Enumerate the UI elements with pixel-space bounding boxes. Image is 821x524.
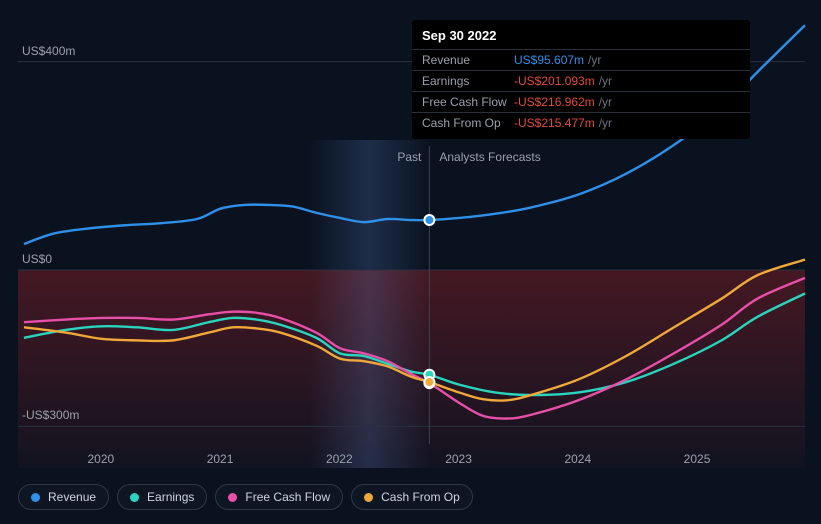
- legend-item-cfo[interactable]: Cash From Op: [351, 484, 473, 510]
- tooltip-row: Cash From Op-US$215.477m/yr: [412, 112, 750, 133]
- legend-item-earnings[interactable]: Earnings: [117, 484, 207, 510]
- tooltip-row-value: -US$215.477m: [514, 116, 595, 130]
- legend-item-fcf[interactable]: Free Cash Flow: [215, 484, 343, 510]
- legend-swatch: [130, 493, 139, 502]
- tooltip-row: Free Cash Flow-US$216.962m/yr: [412, 91, 750, 112]
- y-axis-label: US$0: [22, 252, 52, 266]
- x-axis-label: 2024: [564, 452, 591, 466]
- tooltip-row-unit: /yr: [599, 95, 612, 109]
- y-axis-label: US$400m: [22, 44, 75, 58]
- legend-swatch: [364, 493, 373, 502]
- past-section-label: Past: [397, 150, 421, 164]
- tooltip-row-value: -US$216.962m: [514, 95, 595, 109]
- tooltip-row-unit: /yr: [599, 74, 612, 88]
- financials-chart: { "layout": { "width": 821, "height": 52…: [0, 0, 821, 524]
- hover-tooltip: Sep 30 2022 RevenueUS$95.607m/yrEarnings…: [412, 20, 750, 139]
- x-axis-label: 2023: [445, 452, 472, 466]
- legend: Revenue Earnings Free Cash Flow Cash From O…: [18, 484, 473, 510]
- x-axis-label: 2022: [326, 452, 353, 466]
- tooltip-row-label: Free Cash Flow: [422, 95, 514, 109]
- tooltip-row-unit: /yr: [599, 116, 612, 130]
- tooltip-row-value: -US$201.093m: [514, 74, 595, 88]
- tooltip-row: RevenueUS$95.607m/yr: [412, 49, 750, 70]
- tooltip-date: Sep 30 2022: [412, 26, 750, 49]
- legend-swatch: [31, 493, 40, 502]
- legend-label: Revenue: [48, 490, 96, 504]
- tooltip-row-label: Cash From Op: [422, 116, 514, 130]
- series-marker-cfo: [424, 377, 434, 387]
- legend-label: Earnings: [147, 490, 194, 504]
- past-glow: [309, 140, 429, 468]
- tooltip-row-unit: /yr: [588, 53, 601, 67]
- forecast-section-label: Analysts Forecasts: [439, 150, 540, 164]
- legend-item-revenue[interactable]: Revenue: [18, 484, 109, 510]
- legend-swatch: [228, 493, 237, 502]
- x-axis-label: 2025: [684, 452, 711, 466]
- tooltip-row-value: US$95.607m: [514, 53, 584, 67]
- x-axis-label: 2021: [207, 452, 234, 466]
- tooltip-row-label: Earnings: [422, 74, 514, 88]
- tooltip-row-label: Revenue: [422, 53, 514, 67]
- legend-label: Free Cash Flow: [245, 490, 330, 504]
- x-axis-label: 2020: [87, 452, 114, 466]
- legend-label: Cash From Op: [381, 490, 460, 504]
- tooltip-row: Earnings-US$201.093m/yr: [412, 70, 750, 91]
- y-axis-label: -US$300m: [22, 408, 79, 422]
- series-marker-revenue: [424, 215, 434, 225]
